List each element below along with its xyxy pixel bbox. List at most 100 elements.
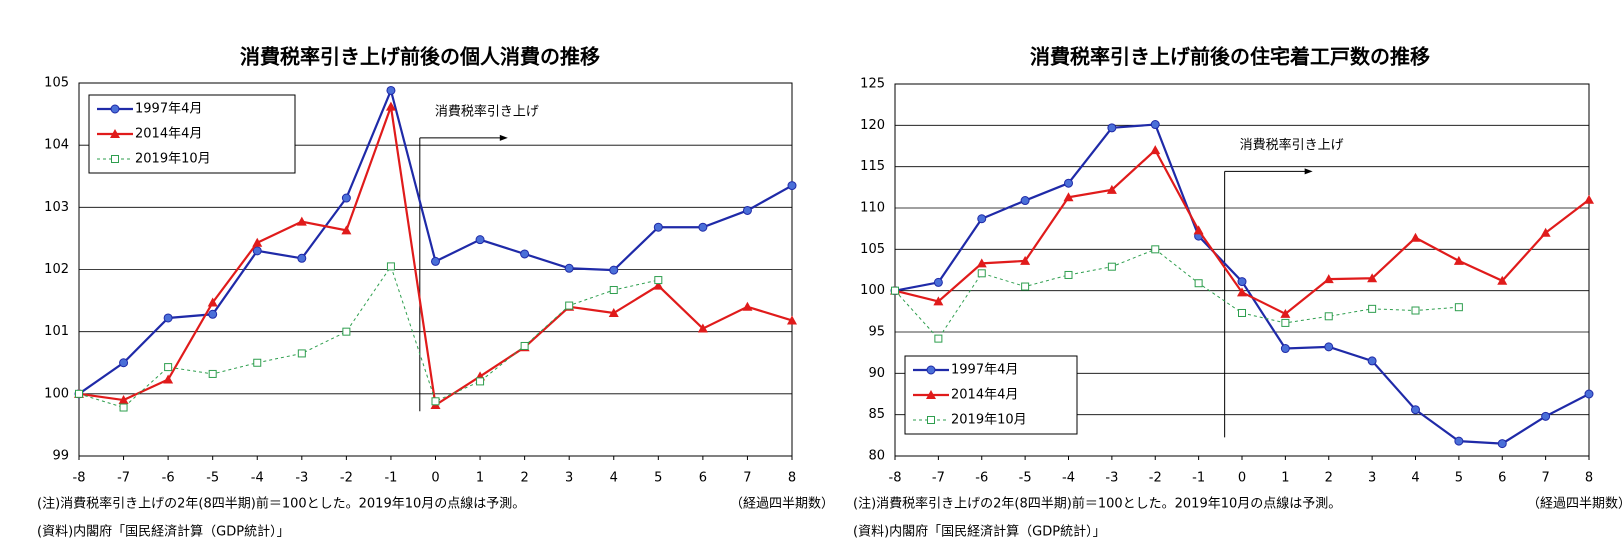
point bbox=[1063, 192, 1074, 202]
point bbox=[1150, 145, 1161, 155]
legend-marker bbox=[110, 129, 120, 138]
point bbox=[341, 193, 351, 203]
point bbox=[1064, 270, 1073, 279]
point bbox=[891, 286, 899, 295]
x-tick-label: 3 bbox=[565, 471, 573, 486]
x-tick-label: -4 bbox=[251, 471, 264, 486]
y-tick-label: 80 bbox=[868, 449, 885, 464]
annotation-arrowhead bbox=[499, 134, 508, 141]
legend-label: 2019年10月 bbox=[951, 413, 1027, 428]
x-tick-label: -3 bbox=[1105, 471, 1118, 486]
y-tick-label: 120 bbox=[860, 118, 885, 133]
y-tick-label: 105 bbox=[860, 242, 885, 257]
point bbox=[1106, 184, 1117, 194]
point bbox=[1454, 303, 1463, 312]
point bbox=[565, 301, 574, 310]
x-tick-label: -8 bbox=[889, 471, 902, 486]
point bbox=[1107, 123, 1117, 133]
point bbox=[1238, 308, 1246, 317]
y-tick-label: 90 bbox=[868, 366, 885, 381]
point bbox=[1020, 255, 1031, 265]
point bbox=[742, 205, 752, 215]
point bbox=[1410, 232, 1421, 242]
x-tick-label: 5 bbox=[1455, 471, 1463, 486]
legend-label: 2014年4月 bbox=[135, 127, 202, 142]
point bbox=[118, 395, 129, 405]
series-line bbox=[78, 265, 659, 409]
point bbox=[342, 327, 351, 336]
x-tick-label: 1 bbox=[1281, 471, 1289, 486]
source: (資料)内閣府「国民経済計算（GDP統計）」 bbox=[37, 524, 290, 540]
point bbox=[253, 358, 262, 367]
y-tick-label: 85 bbox=[868, 407, 885, 422]
y-tick-label: 101 bbox=[44, 324, 69, 339]
x-axis-label: （経過四半期数） bbox=[1527, 497, 1622, 512]
point bbox=[1064, 178, 1073, 188]
x-tick-label: 7 bbox=[743, 471, 751, 486]
point bbox=[297, 349, 306, 358]
point bbox=[1540, 227, 1551, 237]
point bbox=[609, 286, 618, 295]
point bbox=[520, 249, 530, 259]
plot-frame bbox=[894, 83, 1590, 457]
x-tick-label: -6 bbox=[162, 471, 175, 486]
legend-label: 1997年4月 bbox=[135, 102, 202, 117]
x-tick-label: -6 bbox=[975, 471, 988, 486]
point bbox=[1150, 120, 1160, 130]
point bbox=[1194, 279, 1203, 288]
legend-marker bbox=[927, 416, 935, 424]
point bbox=[297, 253, 307, 263]
x-axis-label: （経過四半期数） bbox=[730, 497, 834, 512]
x-tick-label: 6 bbox=[1498, 471, 1506, 486]
point bbox=[742, 301, 753, 311]
point bbox=[609, 265, 619, 275]
point bbox=[654, 276, 663, 285]
x-tick-label: 2 bbox=[520, 471, 528, 486]
point bbox=[1237, 277, 1247, 287]
annotation-arrowhead bbox=[1304, 168, 1313, 175]
x-tick-label: -1 bbox=[384, 471, 397, 486]
point bbox=[520, 341, 529, 350]
point bbox=[1193, 225, 1204, 235]
point bbox=[1021, 282, 1030, 291]
point bbox=[1151, 245, 1160, 254]
point bbox=[341, 225, 352, 235]
point bbox=[1411, 306, 1420, 315]
point bbox=[207, 297, 218, 307]
legend-marker bbox=[926, 365, 936, 375]
chart-title: 消費税率引き上げ前後の住宅着工戸数の推移 bbox=[1030, 45, 1430, 69]
point bbox=[431, 256, 440, 266]
x-tick-label: 5 bbox=[654, 471, 662, 486]
point bbox=[1367, 356, 1377, 366]
x-tick-label: 0 bbox=[431, 471, 439, 486]
point bbox=[1020, 196, 1030, 206]
point bbox=[698, 222, 708, 232]
point bbox=[977, 214, 987, 224]
point bbox=[787, 181, 797, 191]
y-tick-label: 115 bbox=[860, 159, 885, 174]
point bbox=[1324, 342, 1334, 352]
legend-label: 2014年4月 bbox=[951, 388, 1018, 403]
point bbox=[75, 389, 83, 398]
x-tick-label: -7 bbox=[932, 471, 945, 486]
point bbox=[386, 85, 396, 95]
x-tick-label: 6 bbox=[699, 471, 707, 486]
y-tick-label: 103 bbox=[44, 200, 69, 215]
annotation: 消費税率引き上げ bbox=[1240, 137, 1344, 153]
point bbox=[476, 377, 485, 386]
x-tick-label: -1 bbox=[1192, 471, 1205, 486]
x-tick-label: -7 bbox=[117, 471, 130, 486]
x-tick-label: 4 bbox=[610, 471, 618, 486]
x-tick-label: -2 bbox=[1149, 471, 1162, 486]
point bbox=[1324, 312, 1333, 321]
y-tick-label: 100 bbox=[44, 386, 69, 401]
legend-marker bbox=[926, 390, 936, 399]
plot-frame bbox=[78, 82, 793, 457]
point bbox=[933, 296, 944, 306]
point bbox=[1584, 194, 1594, 204]
point bbox=[653, 280, 664, 290]
point bbox=[1454, 436, 1464, 446]
x-tick-label: -8 bbox=[73, 471, 86, 486]
x-tick-label: -5 bbox=[1019, 471, 1032, 486]
